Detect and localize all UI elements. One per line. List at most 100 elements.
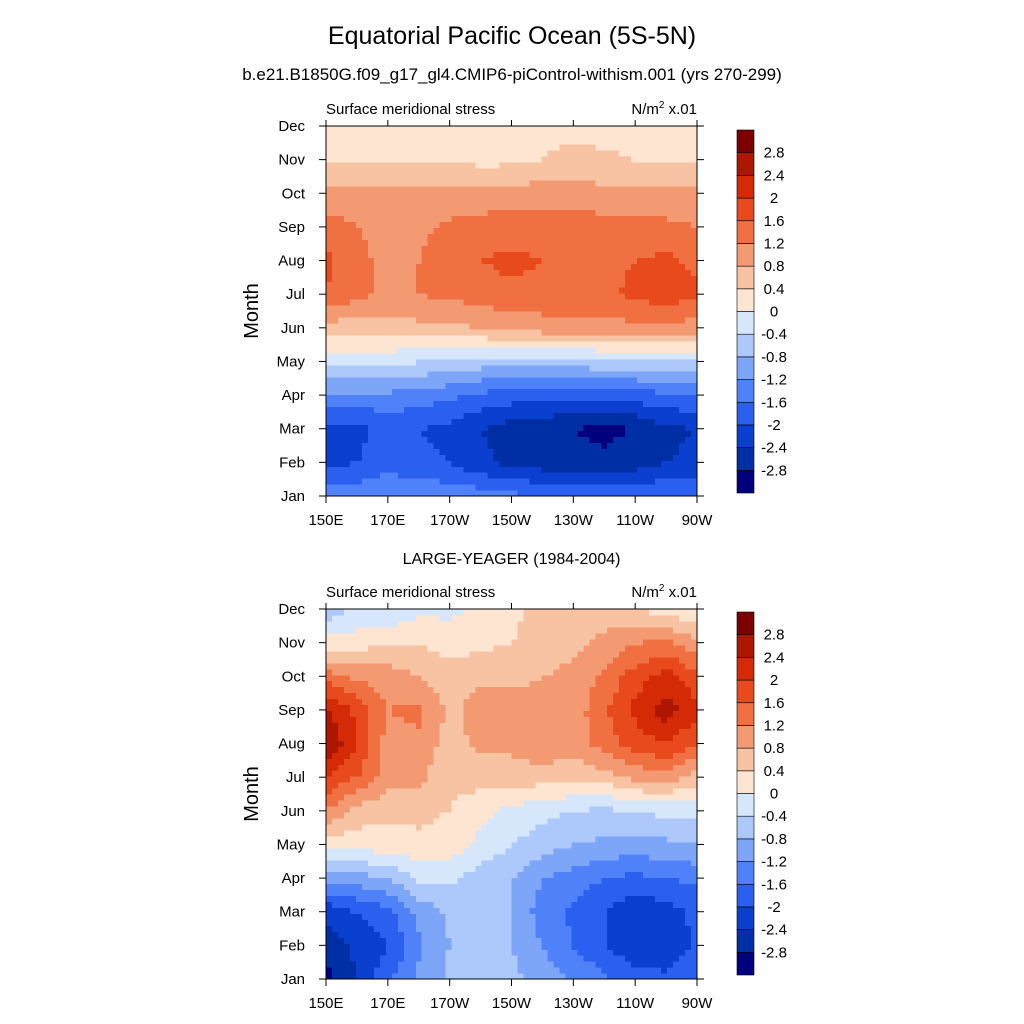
contour-cell — [559, 472, 566, 479]
contour-cell — [475, 143, 483, 151]
contour-cell — [385, 215, 393, 223]
contour-cell — [565, 334, 572, 342]
contour-cell — [589, 293, 596, 300]
contour-cell — [427, 215, 435, 223]
contour-cell — [499, 472, 507, 479]
contour-cell — [361, 680, 369, 688]
contour-cell — [655, 131, 662, 139]
contour-cell — [367, 179, 375, 187]
contour-cell — [421, 764, 429, 771]
contour-cell — [385, 644, 393, 652]
contour-cell — [553, 203, 560, 211]
contour-cell — [649, 358, 656, 366]
contour-cell — [427, 239, 435, 246]
contour-cell — [631, 233, 638, 240]
contour-cell — [367, 925, 375, 932]
contour-cell — [649, 436, 656, 443]
contour-cell — [619, 424, 626, 431]
contour-cell — [326, 239, 333, 246]
contour-cell — [337, 704, 345, 712]
contour-cell — [403, 668, 411, 676]
contour-cell — [469, 460, 477, 467]
contour-cell — [337, 716, 345, 723]
contour-cell — [427, 412, 435, 420]
contour-cell — [367, 728, 375, 735]
contour-cell — [337, 889, 345, 897]
contour-cell — [421, 811, 429, 819]
contour-cell — [457, 448, 465, 455]
contour-cell — [385, 865, 393, 873]
contour-cell — [403, 430, 411, 437]
contour-cell — [385, 281, 393, 288]
contour-cell — [565, 143, 572, 151]
contour-cell — [331, 263, 339, 270]
contour-cell — [553, 227, 560, 235]
contour-cell — [409, 263, 417, 270]
contour-cell — [499, 167, 507, 175]
contour-cell — [625, 197, 632, 205]
contour-cell — [685, 346, 692, 354]
contour-cell — [649, 155, 656, 163]
contour-cell — [475, 412, 483, 420]
contour-cell — [649, 322, 656, 330]
contour-cell — [691, 418, 698, 425]
contour-cell — [637, 448, 644, 455]
contour-cell — [661, 155, 668, 163]
contour-cell — [355, 937, 363, 944]
contour-cell — [391, 155, 399, 163]
contour-cell — [331, 644, 339, 652]
contour-cell — [409, 722, 417, 729]
contour-cell — [607, 376, 614, 384]
contour-cell — [361, 466, 369, 473]
contour-cell — [631, 466, 638, 473]
contour-cell — [547, 167, 554, 175]
contour-cell — [343, 847, 351, 855]
contour-cell — [379, 126, 387, 133]
contour-cell — [475, 466, 483, 473]
contour-cell — [577, 472, 584, 479]
contour-cell — [529, 358, 537, 366]
contour-cell — [655, 352, 662, 360]
units-superscript: 2 — [659, 100, 665, 111]
contour-cell — [577, 412, 584, 420]
contour-cell — [469, 203, 477, 211]
contour-cell — [373, 782, 381, 789]
contour-cell — [487, 126, 495, 133]
contour-cell — [691, 454, 698, 461]
contour-cell — [631, 185, 638, 193]
contour-cell — [349, 400, 357, 408]
contour-cell — [661, 221, 668, 229]
contour-cell — [457, 221, 465, 229]
contour-cell — [379, 913, 387, 920]
contour-cell — [655, 161, 662, 169]
contour-cell — [439, 358, 447, 366]
contour-cell — [631, 275, 638, 282]
contour-cell — [601, 442, 608, 449]
contour-cell — [379, 370, 387, 378]
contour-cell — [499, 316, 507, 324]
contour-cell — [433, 352, 441, 360]
contour-cell — [349, 758, 357, 765]
contour-cell — [343, 734, 351, 741]
contour-cell — [493, 126, 501, 133]
contour-cell — [337, 817, 345, 825]
contour-cell — [391, 883, 399, 891]
contour-cell — [667, 370, 674, 378]
contour-cell — [361, 149, 369, 157]
contour-cell — [355, 692, 363, 700]
contour-cell — [326, 167, 333, 175]
contour-cell — [421, 245, 429, 252]
contour-cell — [667, 305, 674, 312]
contour-cell — [667, 352, 674, 360]
contour-cell — [535, 394, 543, 402]
contour-cell — [637, 346, 644, 354]
contour-cell — [469, 155, 477, 163]
contour-cell — [337, 388, 345, 396]
contour-cell — [337, 340, 345, 348]
contour-cell — [505, 322, 513, 330]
contour-cell — [349, 853, 357, 861]
contour-cell — [379, 758, 387, 765]
contour-cell — [559, 293, 566, 300]
contour-cell — [589, 346, 596, 354]
contour-cell — [385, 191, 393, 199]
